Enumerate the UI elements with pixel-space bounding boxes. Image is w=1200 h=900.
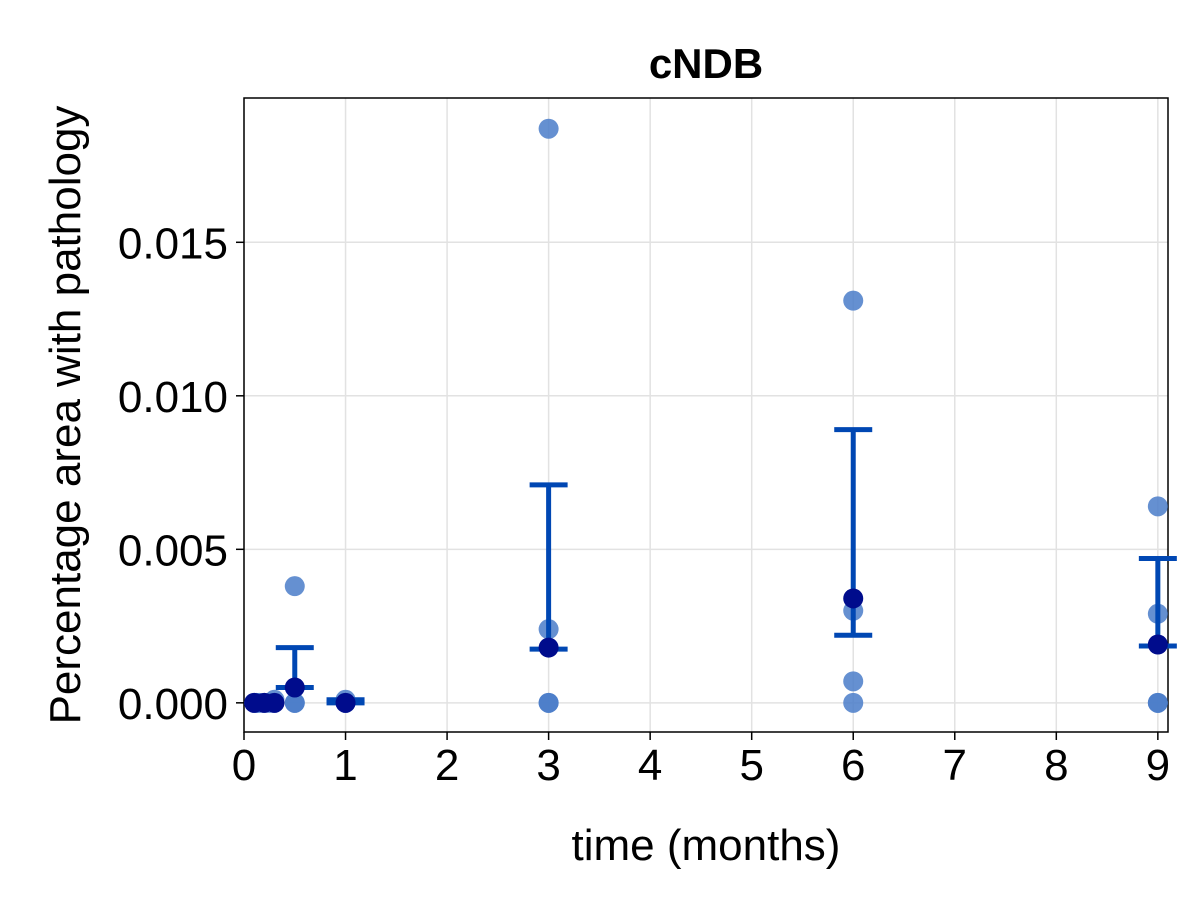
mean-point [335, 692, 356, 713]
data-marks [244, 118, 1177, 713]
error-bar [1138, 556, 1177, 649]
individual-point [538, 118, 559, 139]
mean-point [538, 637, 559, 658]
y-tick-labels: 0.000 0.005 0.010 0.015 [118, 219, 228, 729]
y-axis-label: Percentage area with pathology [41, 106, 90, 725]
x-tick-label: 3 [536, 741, 560, 790]
error-bar [529, 482, 568, 652]
x-axis-label: time (months) [572, 821, 841, 870]
individual-point [843, 290, 864, 311]
x-tick-label: 9 [1146, 741, 1170, 790]
plot-frame [243, 97, 1169, 733]
x-tick-label: 0 [232, 741, 256, 790]
x-tick-label: 5 [739, 741, 763, 790]
axis-ticks [236, 241, 1159, 740]
individual-point [284, 692, 305, 713]
individual-point [1147, 496, 1168, 517]
chart-title: cNDB [649, 40, 763, 87]
mean-point [284, 677, 305, 698]
mean-point [843, 588, 864, 609]
individual-point [284, 576, 305, 597]
y-tick-label: 0.015 [118, 219, 228, 268]
individual-point [843, 671, 864, 692]
x-tick-label: 8 [1044, 741, 1068, 790]
mean-point [1147, 634, 1168, 655]
individual-point [1147, 692, 1168, 713]
y-tick-label: 0.010 [118, 373, 228, 422]
x-tick-labels: 0 1 2 3 4 5 6 7 8 9 [232, 741, 1170, 790]
x-tick-label: 2 [435, 741, 459, 790]
y-tick-label: 0.000 [118, 680, 228, 729]
x-tick-label: 6 [841, 741, 865, 790]
x-tick-label: 4 [638, 741, 662, 790]
y-tick-label: 0.005 [118, 526, 228, 575]
individual-point [538, 692, 559, 713]
x-tick-label: 7 [943, 741, 967, 790]
individual-point [843, 692, 864, 713]
x-tick-label: 1 [333, 741, 357, 790]
mean-point [264, 692, 285, 713]
grid [243, 98, 1168, 732]
